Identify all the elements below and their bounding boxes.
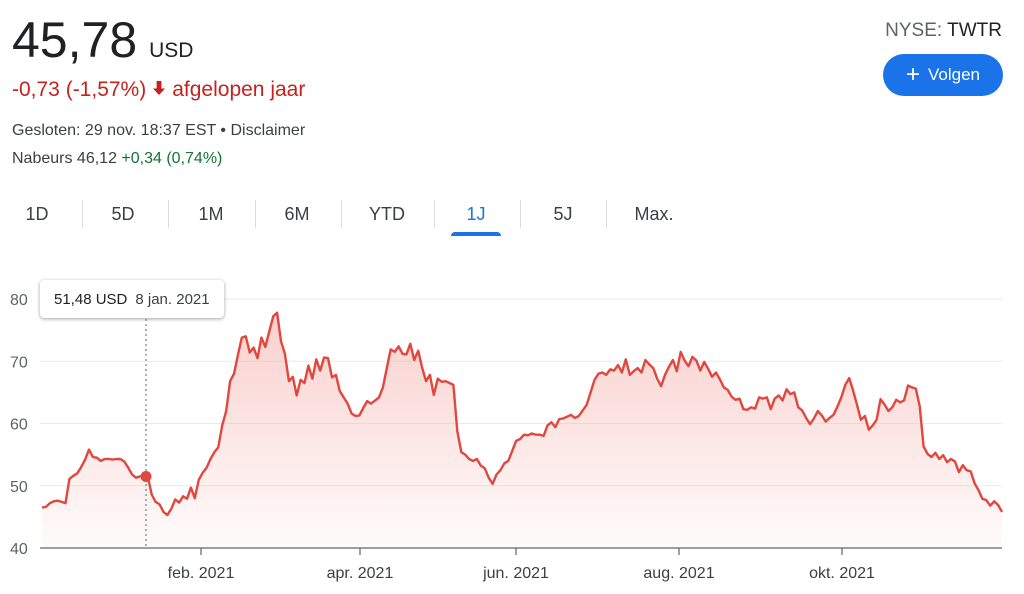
tab-ytd[interactable]: YTD	[369, 204, 405, 224]
ticker-symbol: TWTR	[947, 20, 1002, 41]
x-tick-label: okt. 2021	[809, 565, 875, 582]
stock-price: 45,78	[12, 12, 138, 68]
y-tick-label: 60	[10, 417, 28, 434]
tab-5j[interactable]: 5J	[553, 204, 573, 224]
price-change: -0,73 (-1,57%)	[12, 78, 147, 101]
arrow-down-icon	[152, 78, 166, 102]
price-row: 45,78 USD	[12, 12, 193, 68]
tab-divider	[520, 200, 521, 228]
after-hours-change: +0,34 (0,74%)	[121, 150, 223, 167]
chart-svg: 40 50 60 70 80 feb. 2021 apr. 2021 jun. 2021 au…	[10, 292, 1004, 582]
after-hours-label: Nabeurs 46,12	[12, 150, 117, 167]
y-tick-label: 40	[10, 541, 28, 558]
x-tick-label: jun. 2021	[482, 565, 549, 582]
closed-status: Gesloten: 29 nov. 18:37 EST • Disclaimer	[12, 122, 306, 139]
tab-1m[interactable]: 1M	[198, 204, 224, 224]
ticker-exchange: NYSE:	[885, 20, 943, 41]
follow-label: Volgen	[928, 65, 980, 84]
tab-6m[interactable]: 6M	[284, 204, 310, 224]
x-tick-label: feb. 2021	[168, 565, 235, 582]
ticker-label: NYSE: TWTR	[885, 20, 1002, 42]
follow-button[interactable]: + Volgen	[883, 54, 1003, 96]
tab-5d[interactable]: 5D	[111, 204, 135, 224]
tab-divider	[606, 200, 607, 228]
x-tick-label: aug. 2021	[643, 565, 714, 582]
tab-1j[interactable]: 1J	[451, 192, 501, 236]
hover-point	[140, 471, 152, 483]
tab-divider	[434, 200, 435, 228]
price-chart[interactable]: 40 50 60 70 80 feb. 2021 apr. 2021 jun. 2021 au…	[0, 262, 1024, 589]
change-period: afgelopen jaar	[172, 78, 306, 101]
tab-1d[interactable]: 1D	[25, 204, 49, 224]
y-tick-label: 50	[10, 479, 28, 496]
tab-divider	[82, 200, 83, 228]
price-area	[42, 312, 1002, 548]
tooltip-date: 8 jan. 2021	[135, 290, 210, 308]
chart-tooltip: 51,48 USD 8 jan. 2021	[40, 280, 224, 318]
tab-max[interactable]: Max.	[634, 204, 674, 224]
plus-icon: +	[905, 61, 920, 88]
y-tick-label: 70	[10, 354, 28, 371]
y-tick-label: 80	[10, 292, 28, 309]
price-change-row: -0,73 (-1,57%) afgelopen jaar	[12, 78, 305, 102]
price-currency: USD	[149, 39, 194, 62]
price-line	[41, 311, 1004, 517]
range-tabs: 1D 5D 1M 6M YTD 1J 5J Max.	[0, 192, 700, 236]
tooltip-price: 51,48 USD	[54, 290, 128, 308]
x-tick-label: apr. 2021	[327, 565, 394, 582]
tab-divider	[168, 200, 169, 228]
after-hours-row: Nabeurs 46,12 +0,34 (0,74%)	[12, 150, 222, 168]
tab-divider	[255, 200, 256, 228]
tab-divider	[341, 200, 342, 228]
